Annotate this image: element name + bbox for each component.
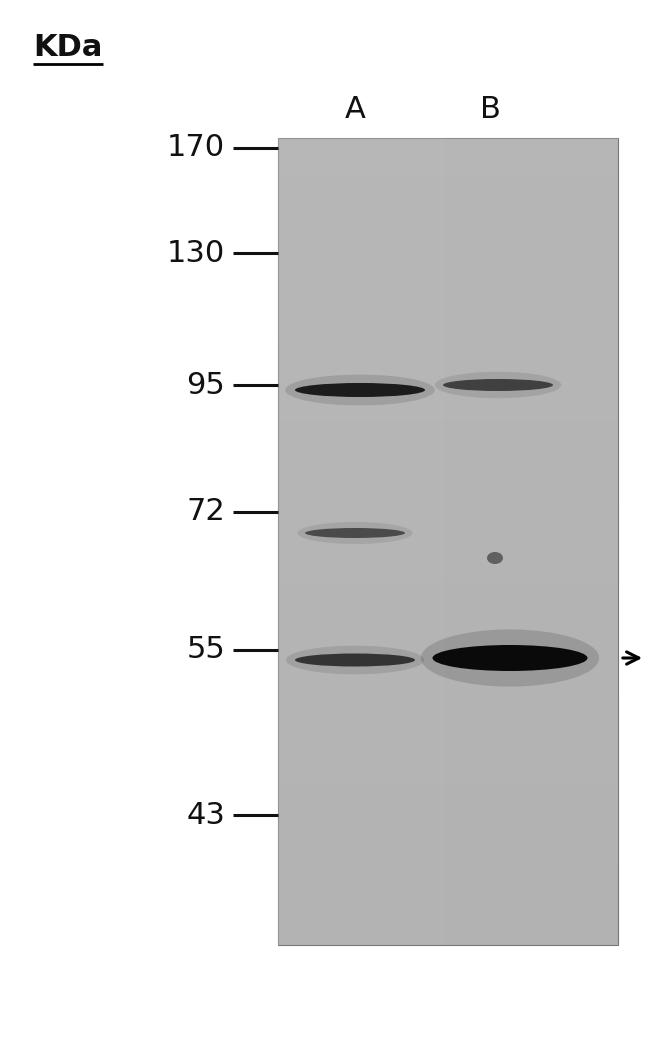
Text: 55: 55	[187, 635, 225, 664]
Bar	[278, 138, 618, 178]
Ellipse shape	[305, 528, 405, 538]
Ellipse shape	[295, 654, 415, 666]
Bar	[278, 178, 618, 219]
Bar	[278, 138, 618, 945]
Bar	[278, 300, 618, 339]
Bar	[278, 380, 618, 421]
Text: B: B	[480, 96, 500, 125]
Text: 72: 72	[187, 498, 225, 527]
Ellipse shape	[421, 630, 599, 687]
Ellipse shape	[295, 383, 425, 397]
Bar	[278, 905, 618, 945]
Ellipse shape	[432, 645, 588, 671]
Bar	[278, 823, 618, 864]
Bar	[278, 784, 618, 823]
Bar	[278, 662, 618, 703]
Bar	[278, 138, 445, 945]
Bar	[278, 501, 618, 541]
Ellipse shape	[298, 522, 413, 544]
Ellipse shape	[435, 372, 561, 399]
Text: 130: 130	[167, 238, 225, 268]
Bar	[278, 743, 618, 784]
Ellipse shape	[487, 552, 503, 564]
Bar	[278, 339, 618, 380]
Text: 95: 95	[187, 371, 225, 400]
Ellipse shape	[285, 375, 435, 405]
Bar	[278, 623, 618, 662]
Text: KDa: KDa	[33, 33, 103, 62]
Bar	[278, 582, 618, 623]
Bar	[278, 421, 618, 461]
Bar	[278, 461, 618, 501]
Ellipse shape	[443, 379, 553, 391]
Text: A: A	[344, 96, 365, 125]
Text: 170: 170	[167, 133, 225, 162]
Bar	[278, 219, 618, 259]
Bar	[278, 541, 618, 582]
Bar	[278, 703, 618, 743]
Text: 43: 43	[186, 801, 225, 830]
Bar	[278, 259, 618, 300]
Ellipse shape	[286, 645, 424, 675]
Bar	[278, 864, 618, 905]
